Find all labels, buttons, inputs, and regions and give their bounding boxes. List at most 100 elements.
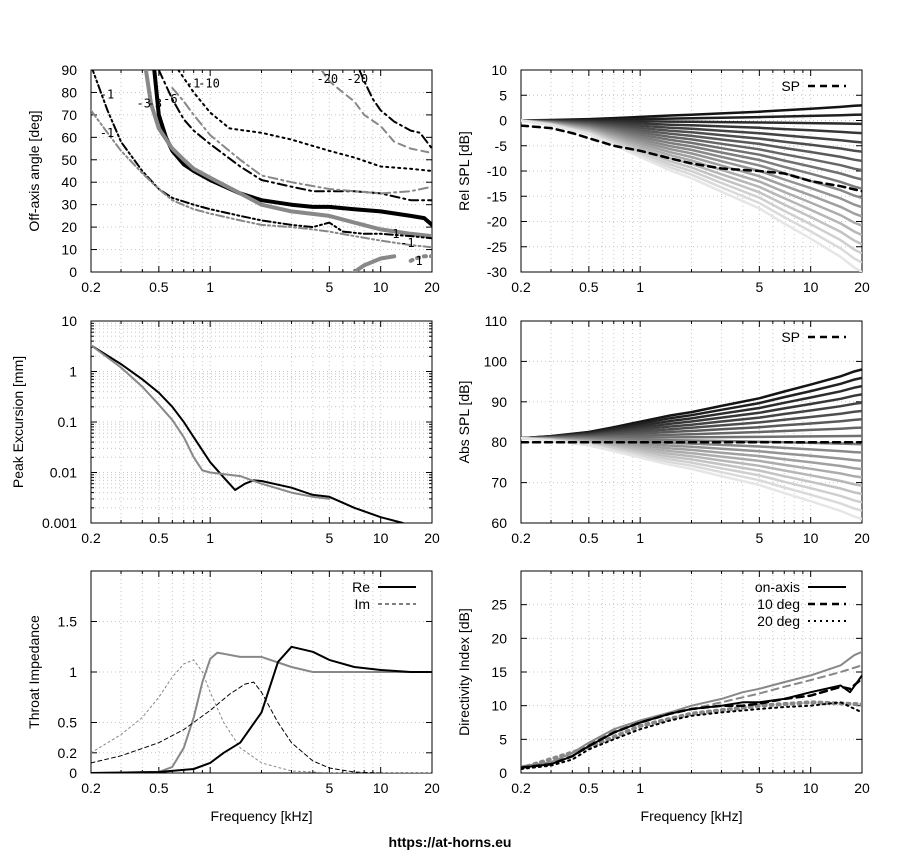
x-tick-label: 20 [424,530,440,546]
y-tick-label: -15 [487,188,507,204]
contour-line [91,344,404,523]
y-tick-label: 1 [69,664,77,680]
x-tick-label: 1 [206,530,214,546]
y-tick-label: 1 [69,364,77,380]
excursion-plot: 0.2 0.5 1 5 10 20 0.001 0.01 0.1 1 10 Peak Excursio… [10,313,440,546]
contour-label: -1 [400,236,414,250]
x-tick-label: 20 [854,780,870,796]
y-tick-label: 10 [61,313,77,329]
contour-label: -10 [198,76,220,90]
y-tick-label: -30 [487,264,507,280]
contour-label: -1 [186,76,200,90]
y-tick-label: 80 [491,434,507,450]
x-tick-label: 10 [803,530,819,546]
y-tick-label: -10 [487,163,507,179]
y-tick-label: 20 [61,219,77,235]
y-tick-label: 0.5 [58,715,78,731]
x-tick-label: 0.2 [511,279,531,295]
x-tick-label: 20 [424,780,440,796]
y-axis-label: Throat Impedance [26,615,42,729]
x-tick-label: 1 [636,279,644,295]
y-axis-label: Directivity Index [dB] [456,608,472,736]
x-tick-label: 5 [325,279,333,295]
x-tick-label: 1 [206,279,214,295]
offaxis-contour-plot: 0.2 0.5 1 5 10 20 0 10 20 30 40 50 60 70 80 90 Off-axis … [26,62,440,295]
contour-line [152,70,432,227]
x-tick-label: 20 [854,530,870,546]
contour-label: -1 [385,227,399,241]
x-tick-label: 0.5 [579,279,599,295]
x-tick-label: 0.5 [579,530,599,546]
x-tick-label: 10 [373,279,389,295]
x-tick-label: 0.2 [511,780,531,796]
series-line-10-deg [521,677,862,769]
y-tick-label: 5 [499,731,507,747]
contour-line [171,87,432,195]
y-tick-label: 90 [491,394,507,410]
y-tick-label: -5 [495,138,508,154]
series-line-20-deg [521,701,862,770]
abs-spl-plot: 0.2 0.5 1 5 10 20 60 70 80 90 100 110 Abs SPL [dB] SP [456,313,870,546]
series-line-sp [521,124,862,193]
footer-url: https://at-horns.eu [388,834,512,850]
y-tick-label: 60 [61,129,77,145]
legend-label: 10 deg [757,596,800,612]
x-tick-label: 0.5 [149,279,169,295]
legend-label: Im [354,596,370,612]
grid [520,69,863,273]
x-tick-label: 1 [636,780,644,796]
x-tick-label: 0.2 [81,780,101,796]
x-axis-label: Frequency [kHz] [211,808,313,824]
y-axis-label: Peak Excursion [mm] [10,356,26,488]
contour-label: -6 [163,92,177,106]
x-tick-label: 5 [325,530,333,546]
x-tick-label: 5 [755,530,763,546]
y-tick-label: 0.001 [42,515,77,531]
x-axis-label: Frequency [kHz] [641,808,743,824]
contour-line [91,344,331,500]
contour-label: -3 [148,97,162,111]
x-tick-label: 0.5 [149,530,169,546]
x-tick-label: 0.5 [579,780,599,796]
legend-label: SP [781,329,800,345]
contour-label: -3 [137,97,151,111]
x-tick-label: 20 [424,279,440,295]
y-tick-label: 30 [61,197,77,213]
grid [520,571,863,774]
contour-label: -1 [100,88,114,102]
y-tick-label: 40 [61,174,77,190]
y-tick-label: 0 [499,765,507,781]
y-tick-label: 0 [69,264,77,280]
contour-line [352,254,397,272]
x-tick-label: 20 [854,279,870,295]
contour-line [143,70,432,239]
polar-angle-curve [521,436,862,521]
y-tick-label: 70 [61,107,77,123]
y-tick-label: 0.2 [58,745,78,761]
y-tick-label: 50 [61,152,77,168]
y-tick-label: 0 [499,113,507,129]
legend-label: on-axis [755,579,800,595]
x-tick-label: 1 [206,780,214,796]
x-tick-label: 5 [755,279,763,295]
contour-line [320,70,432,154]
y-tick-label: 10 [491,698,507,714]
contour-label: -20 [346,72,368,86]
y-tick-label: 70 [491,475,507,491]
polar-angle-curve [521,119,862,272]
x-tick-label: 5 [325,780,333,796]
y-tick-label: 10 [61,242,77,258]
contour-line [91,70,432,240]
legend-label: 20 deg [757,613,800,629]
reference-series-line [91,651,432,773]
y-tick-label: 60 [491,515,507,531]
grid [90,320,433,524]
y-tick-label: -25 [487,239,507,255]
contour-label: -20 [316,72,338,86]
y-axis-label: Off-axis angle [deg] [26,110,42,231]
x-tick-label: 10 [373,780,389,796]
y-tick-label: 110 [485,313,508,329]
y-tick-label: 80 [61,84,77,100]
